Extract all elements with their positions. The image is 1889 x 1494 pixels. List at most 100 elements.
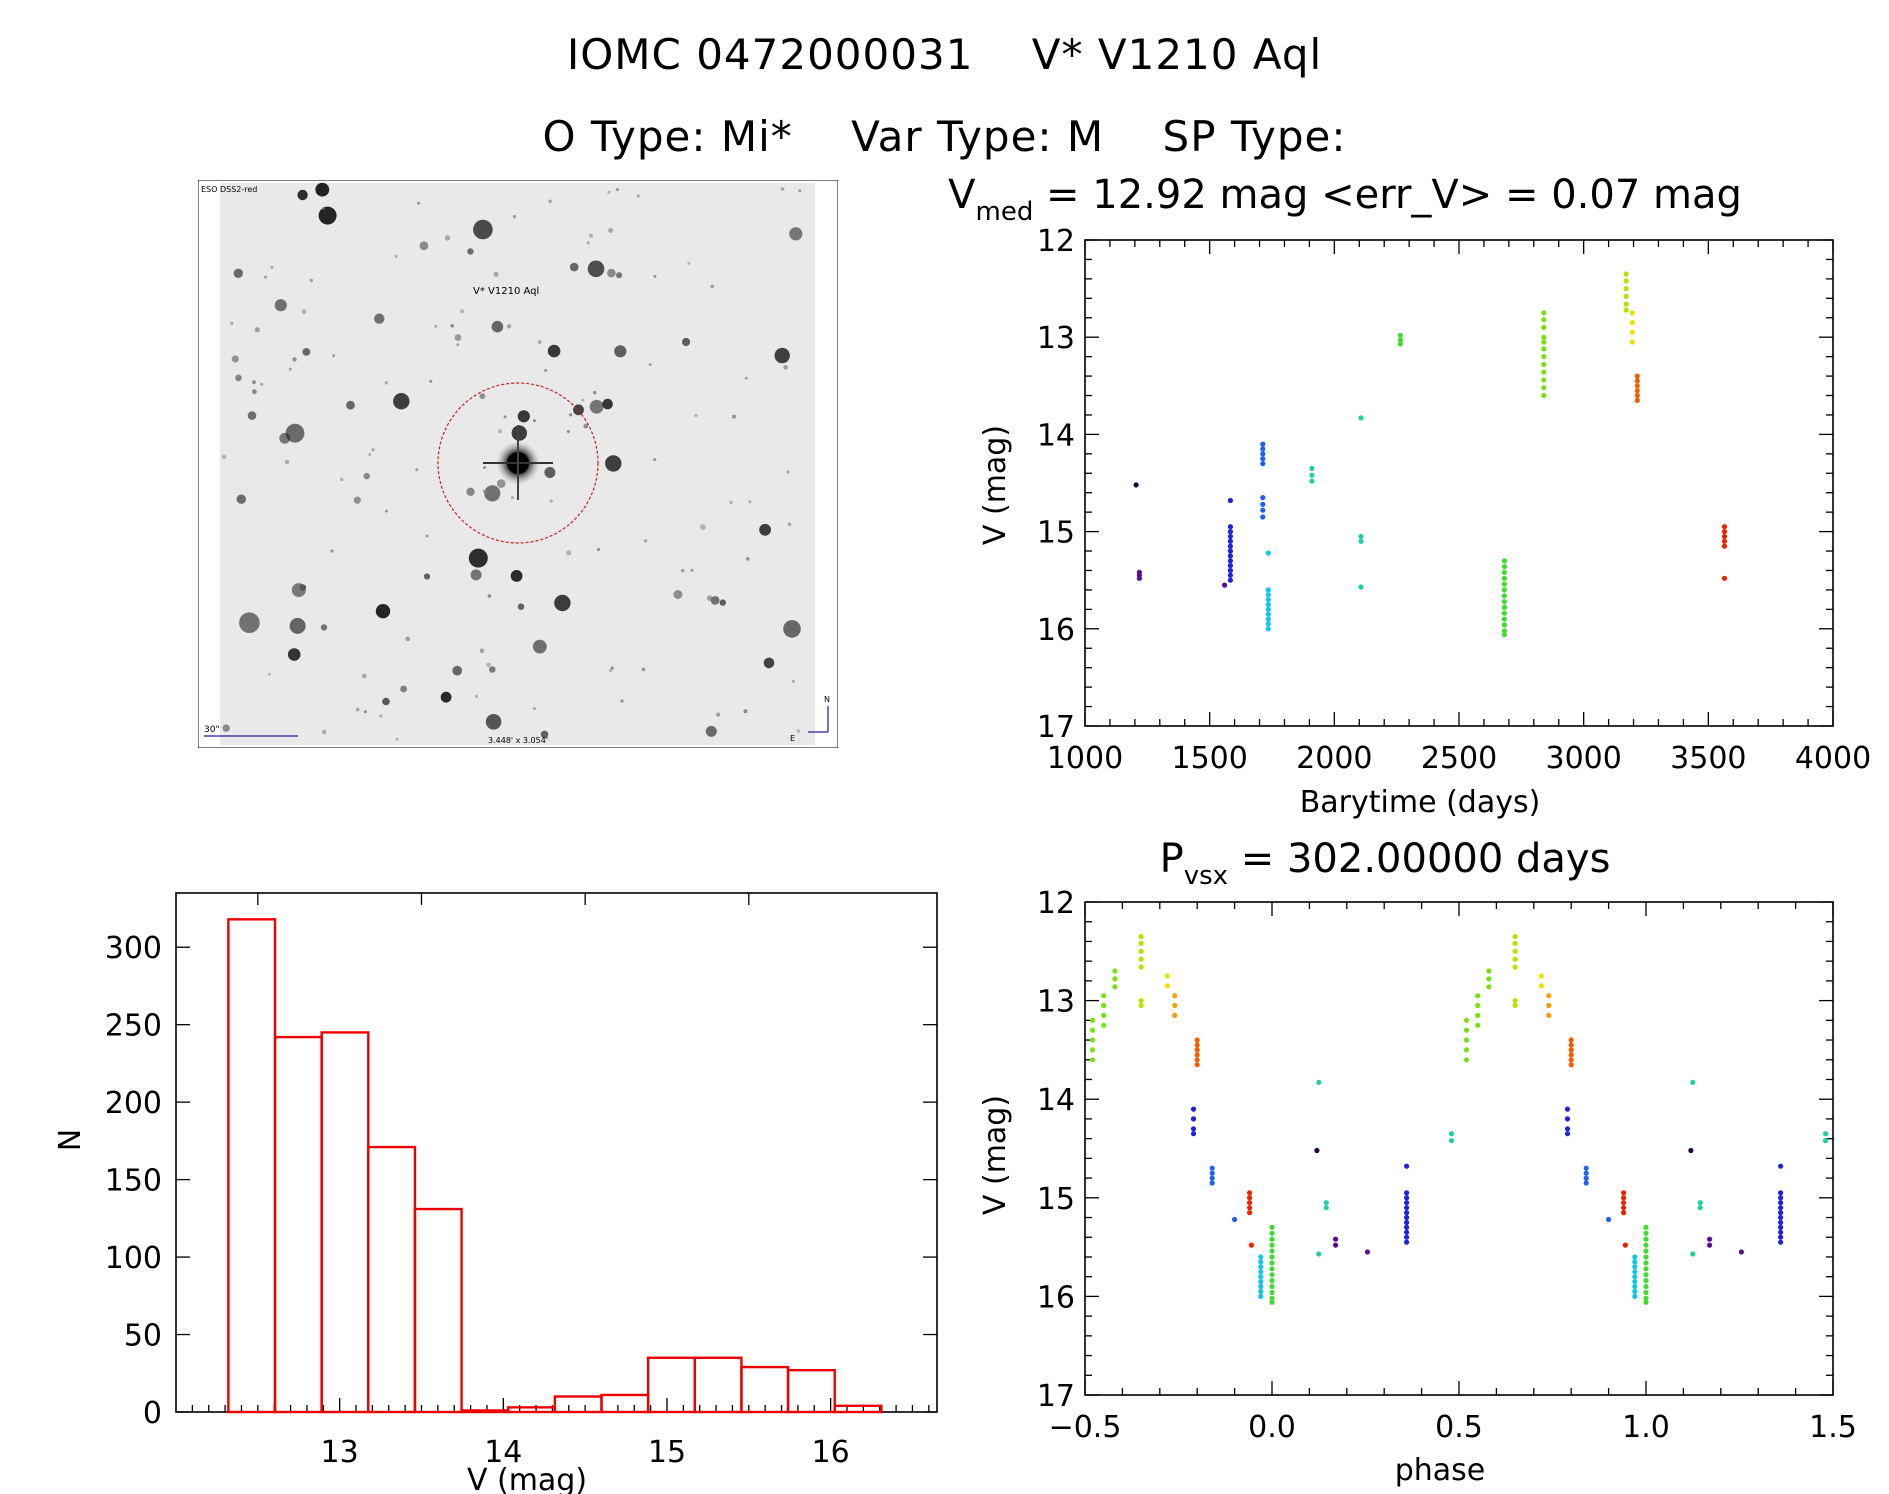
sky-star <box>468 548 488 568</box>
sky-star <box>493 271 499 277</box>
sky-star <box>339 477 344 482</box>
sky-star <box>605 455 622 472</box>
sky-star <box>274 299 287 312</box>
sky-star <box>252 389 257 395</box>
sky-star <box>400 685 407 693</box>
sky-star <box>496 479 506 488</box>
sky-star <box>485 714 502 730</box>
sky-star <box>382 697 390 706</box>
sky-star <box>798 189 802 193</box>
sky-star <box>786 470 790 474</box>
light-curve-data-point <box>1309 465 1315 471</box>
sky-star <box>608 227 614 233</box>
light-curve-data-point <box>1623 271 1629 277</box>
light-curve-data-point <box>1227 538 1233 544</box>
light-curve-data-point <box>1501 616 1507 622</box>
light-curve-data-point <box>1541 377 1547 383</box>
sky-star <box>549 499 553 503</box>
sky-star <box>581 398 585 402</box>
sky-star <box>475 694 478 698</box>
sky-star <box>533 707 536 711</box>
sky-star <box>593 390 597 395</box>
light-curve-data-point <box>1501 593 1507 599</box>
sky-star <box>596 547 601 552</box>
star-id-label: IOMC 0472000031 <box>566 30 974 79</box>
light-curve-x-tick-label: 3000 <box>1545 741 1621 776</box>
sky-star <box>285 423 305 443</box>
light-curve-data-point <box>1227 553 1233 559</box>
sky-stars <box>221 182 803 741</box>
light-curve-data-point <box>1227 524 1233 530</box>
sky-star <box>620 699 624 703</box>
sky-star <box>568 413 573 417</box>
light-curve-x-tick-label: 1000 <box>1047 741 1123 776</box>
sky-star <box>587 260 605 278</box>
sky-star <box>288 367 292 371</box>
light-curve-y-tick-label: 12 <box>1037 224 1075 259</box>
sky-star <box>479 393 486 400</box>
light-curve-data-point <box>1358 584 1364 590</box>
light-curve-data-point <box>1541 334 1547 340</box>
light-curve-data-point <box>1265 587 1271 593</box>
sky-star <box>429 379 433 383</box>
light-curve-data-point <box>1501 564 1507 570</box>
sky-star <box>470 569 482 581</box>
sky-star <box>687 261 691 265</box>
sky-star <box>355 707 360 712</box>
star-name-label: V* V1210 Aql <box>1031 30 1323 79</box>
sky-star <box>363 710 367 714</box>
sky-star <box>774 347 790 364</box>
sky-star <box>221 454 227 460</box>
light-curve-data-point <box>1721 533 1728 540</box>
spectral-type-label: SP Type: <box>1162 112 1347 161</box>
light-curve-data-point <box>1501 575 1507 581</box>
sky-star <box>653 458 657 462</box>
sky-star <box>270 265 274 269</box>
light-curve-data-point <box>1265 616 1271 622</box>
sky-star <box>783 365 788 370</box>
light-curve-data-point <box>1634 388 1640 394</box>
sky-star <box>330 549 334 553</box>
light-curve-data-point <box>1623 301 1629 307</box>
sky-star <box>284 459 290 465</box>
sky-star <box>710 596 720 605</box>
sky-star <box>787 522 792 527</box>
sky-star <box>641 667 646 672</box>
light-curve-x-tick-label: 2500 <box>1421 741 1497 776</box>
sky-star <box>379 714 383 718</box>
light-curve-data-point <box>1227 548 1233 554</box>
sky-star <box>460 309 465 314</box>
sky-finder-image: ESO DSS2-red V* V1210 Aql 30" 3.448' x 3… <box>198 180 838 748</box>
light-curve-ylabel: V (mag) <box>978 425 1013 545</box>
sky-star <box>395 737 399 741</box>
light-curve-data-point <box>1501 587 1507 593</box>
sky-star <box>320 624 328 631</box>
light-curve-data-point <box>1227 533 1233 540</box>
sky-star <box>363 472 370 480</box>
light-curve-data-point <box>1629 320 1635 326</box>
sky-star <box>233 268 243 278</box>
object-type-label: O Type: Mi* <box>542 112 793 161</box>
light-curve-data-point <box>1260 461 1266 467</box>
sky-star <box>416 201 420 205</box>
sky-star <box>267 672 271 676</box>
light-curve-data-point <box>1227 572 1233 578</box>
sky-star <box>554 594 571 612</box>
sky-star <box>636 194 640 198</box>
sky-star <box>239 612 260 633</box>
sky-star <box>759 523 771 536</box>
variable-type-label: Var Type: M <box>851 112 1105 161</box>
light-curve-data-point <box>1227 529 1233 535</box>
sky-star <box>423 573 431 580</box>
light-curve-y-tick-label: 14 <box>1037 418 1075 453</box>
light-curve-data-point <box>1623 293 1629 299</box>
sky-star <box>287 648 301 661</box>
sky-star <box>450 324 454 328</box>
light-curve-data-point <box>1629 329 1635 335</box>
sky-star <box>729 500 733 505</box>
sky-star <box>301 309 307 314</box>
sky-star <box>511 425 527 441</box>
sky-star <box>748 500 752 504</box>
sky-star <box>434 324 438 328</box>
